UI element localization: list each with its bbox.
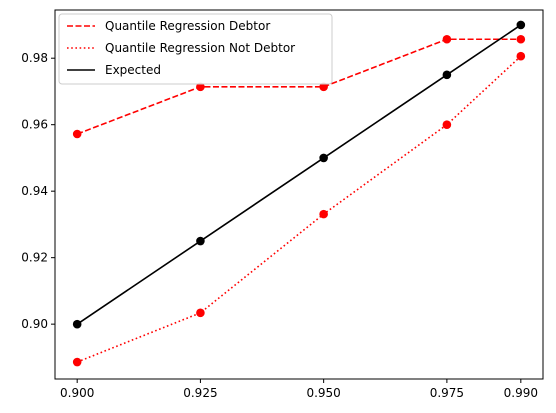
series-line-2 — [77, 56, 521, 362]
series-1-point-5 — [517, 35, 526, 44]
series-3-point-4 — [443, 71, 452, 80]
legend-label-1: Quantile Regression Debtor — [105, 19, 270, 33]
series-2-point-3 — [319, 210, 328, 219]
x-tick-label-5: 0.990 — [504, 386, 538, 400]
series-1-point-4 — [443, 35, 452, 44]
x-axis: 0.900 0.925 0.950 0.975 0.990 — [60, 379, 538, 400]
legend-label-3: Expected — [105, 63, 161, 77]
x-tick-label-3: 0.950 — [306, 386, 340, 400]
x-tick-label-4: 0.975 — [430, 386, 464, 400]
series-3-point-2 — [196, 237, 205, 246]
y-tick-label-4: 0.96 — [21, 118, 48, 132]
series-2-point-2 — [196, 309, 205, 318]
y-axis: 0.90 0.92 0.94 0.96 0.98 — [21, 51, 55, 331]
y-tick-label-2: 0.92 — [21, 251, 48, 265]
series-2-point-5 — [517, 52, 526, 61]
y-tick-label-3: 0.94 — [21, 184, 48, 198]
x-tick-label-2: 0.925 — [183, 386, 217, 400]
series-3-point-5 — [517, 21, 526, 30]
series-3-point-1 — [73, 320, 82, 329]
y-tick-label-1: 0.90 — [21, 317, 48, 331]
series-3-point-3 — [319, 154, 328, 163]
series-2-point-1 — [73, 358, 82, 367]
legend-label-2: Quantile Regression Not Debtor — [105, 41, 295, 55]
series-2-point-4 — [443, 120, 452, 129]
legend: Quantile Regression Debtor Quantile Regre… — [59, 14, 332, 84]
y-tick-label-5: 0.98 — [21, 51, 48, 65]
x-tick-label-1: 0.900 — [60, 386, 94, 400]
series-1-point-1 — [73, 130, 82, 139]
